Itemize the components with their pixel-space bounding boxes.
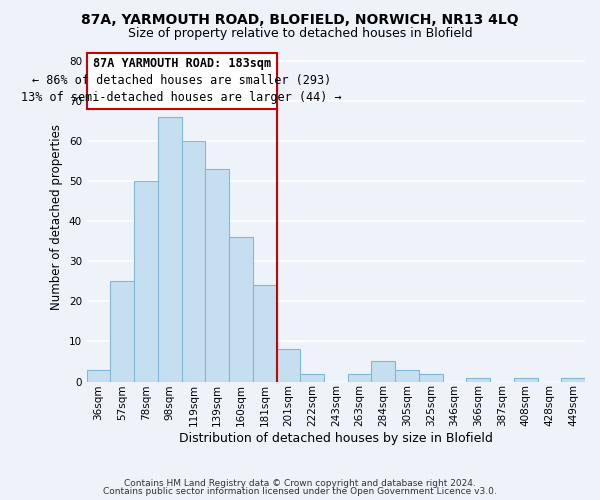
Bar <box>300 374 324 382</box>
Bar <box>277 350 300 382</box>
Bar <box>253 285 277 382</box>
Y-axis label: Number of detached properties: Number of detached properties <box>50 124 63 310</box>
Bar <box>205 169 229 382</box>
Text: Contains public sector information licensed under the Open Government Licence v3: Contains public sector information licen… <box>103 487 497 496</box>
Bar <box>229 237 253 382</box>
Bar <box>419 374 443 382</box>
Bar <box>371 362 395 382</box>
Bar <box>395 370 419 382</box>
FancyBboxPatch shape <box>87 52 277 108</box>
Bar <box>158 116 182 382</box>
Text: Contains HM Land Registry data © Crown copyright and database right 2024.: Contains HM Land Registry data © Crown c… <box>124 478 476 488</box>
Bar <box>110 281 134 382</box>
Bar <box>87 370 110 382</box>
Bar <box>134 181 158 382</box>
Text: ← 86% of detached houses are smaller (293): ← 86% of detached houses are smaller (29… <box>32 74 331 88</box>
Bar <box>561 378 585 382</box>
Text: Size of property relative to detached houses in Blofield: Size of property relative to detached ho… <box>128 28 472 40</box>
Bar <box>514 378 538 382</box>
Bar <box>466 378 490 382</box>
Text: 87A, YARMOUTH ROAD, BLOFIELD, NORWICH, NR13 4LQ: 87A, YARMOUTH ROAD, BLOFIELD, NORWICH, N… <box>81 12 519 26</box>
Text: 87A YARMOUTH ROAD: 183sqm: 87A YARMOUTH ROAD: 183sqm <box>92 58 271 70</box>
Text: 13% of semi-detached houses are larger (44) →: 13% of semi-detached houses are larger (… <box>22 92 342 104</box>
Bar <box>182 141 205 382</box>
X-axis label: Distribution of detached houses by size in Blofield: Distribution of detached houses by size … <box>179 432 493 445</box>
Bar <box>348 374 371 382</box>
